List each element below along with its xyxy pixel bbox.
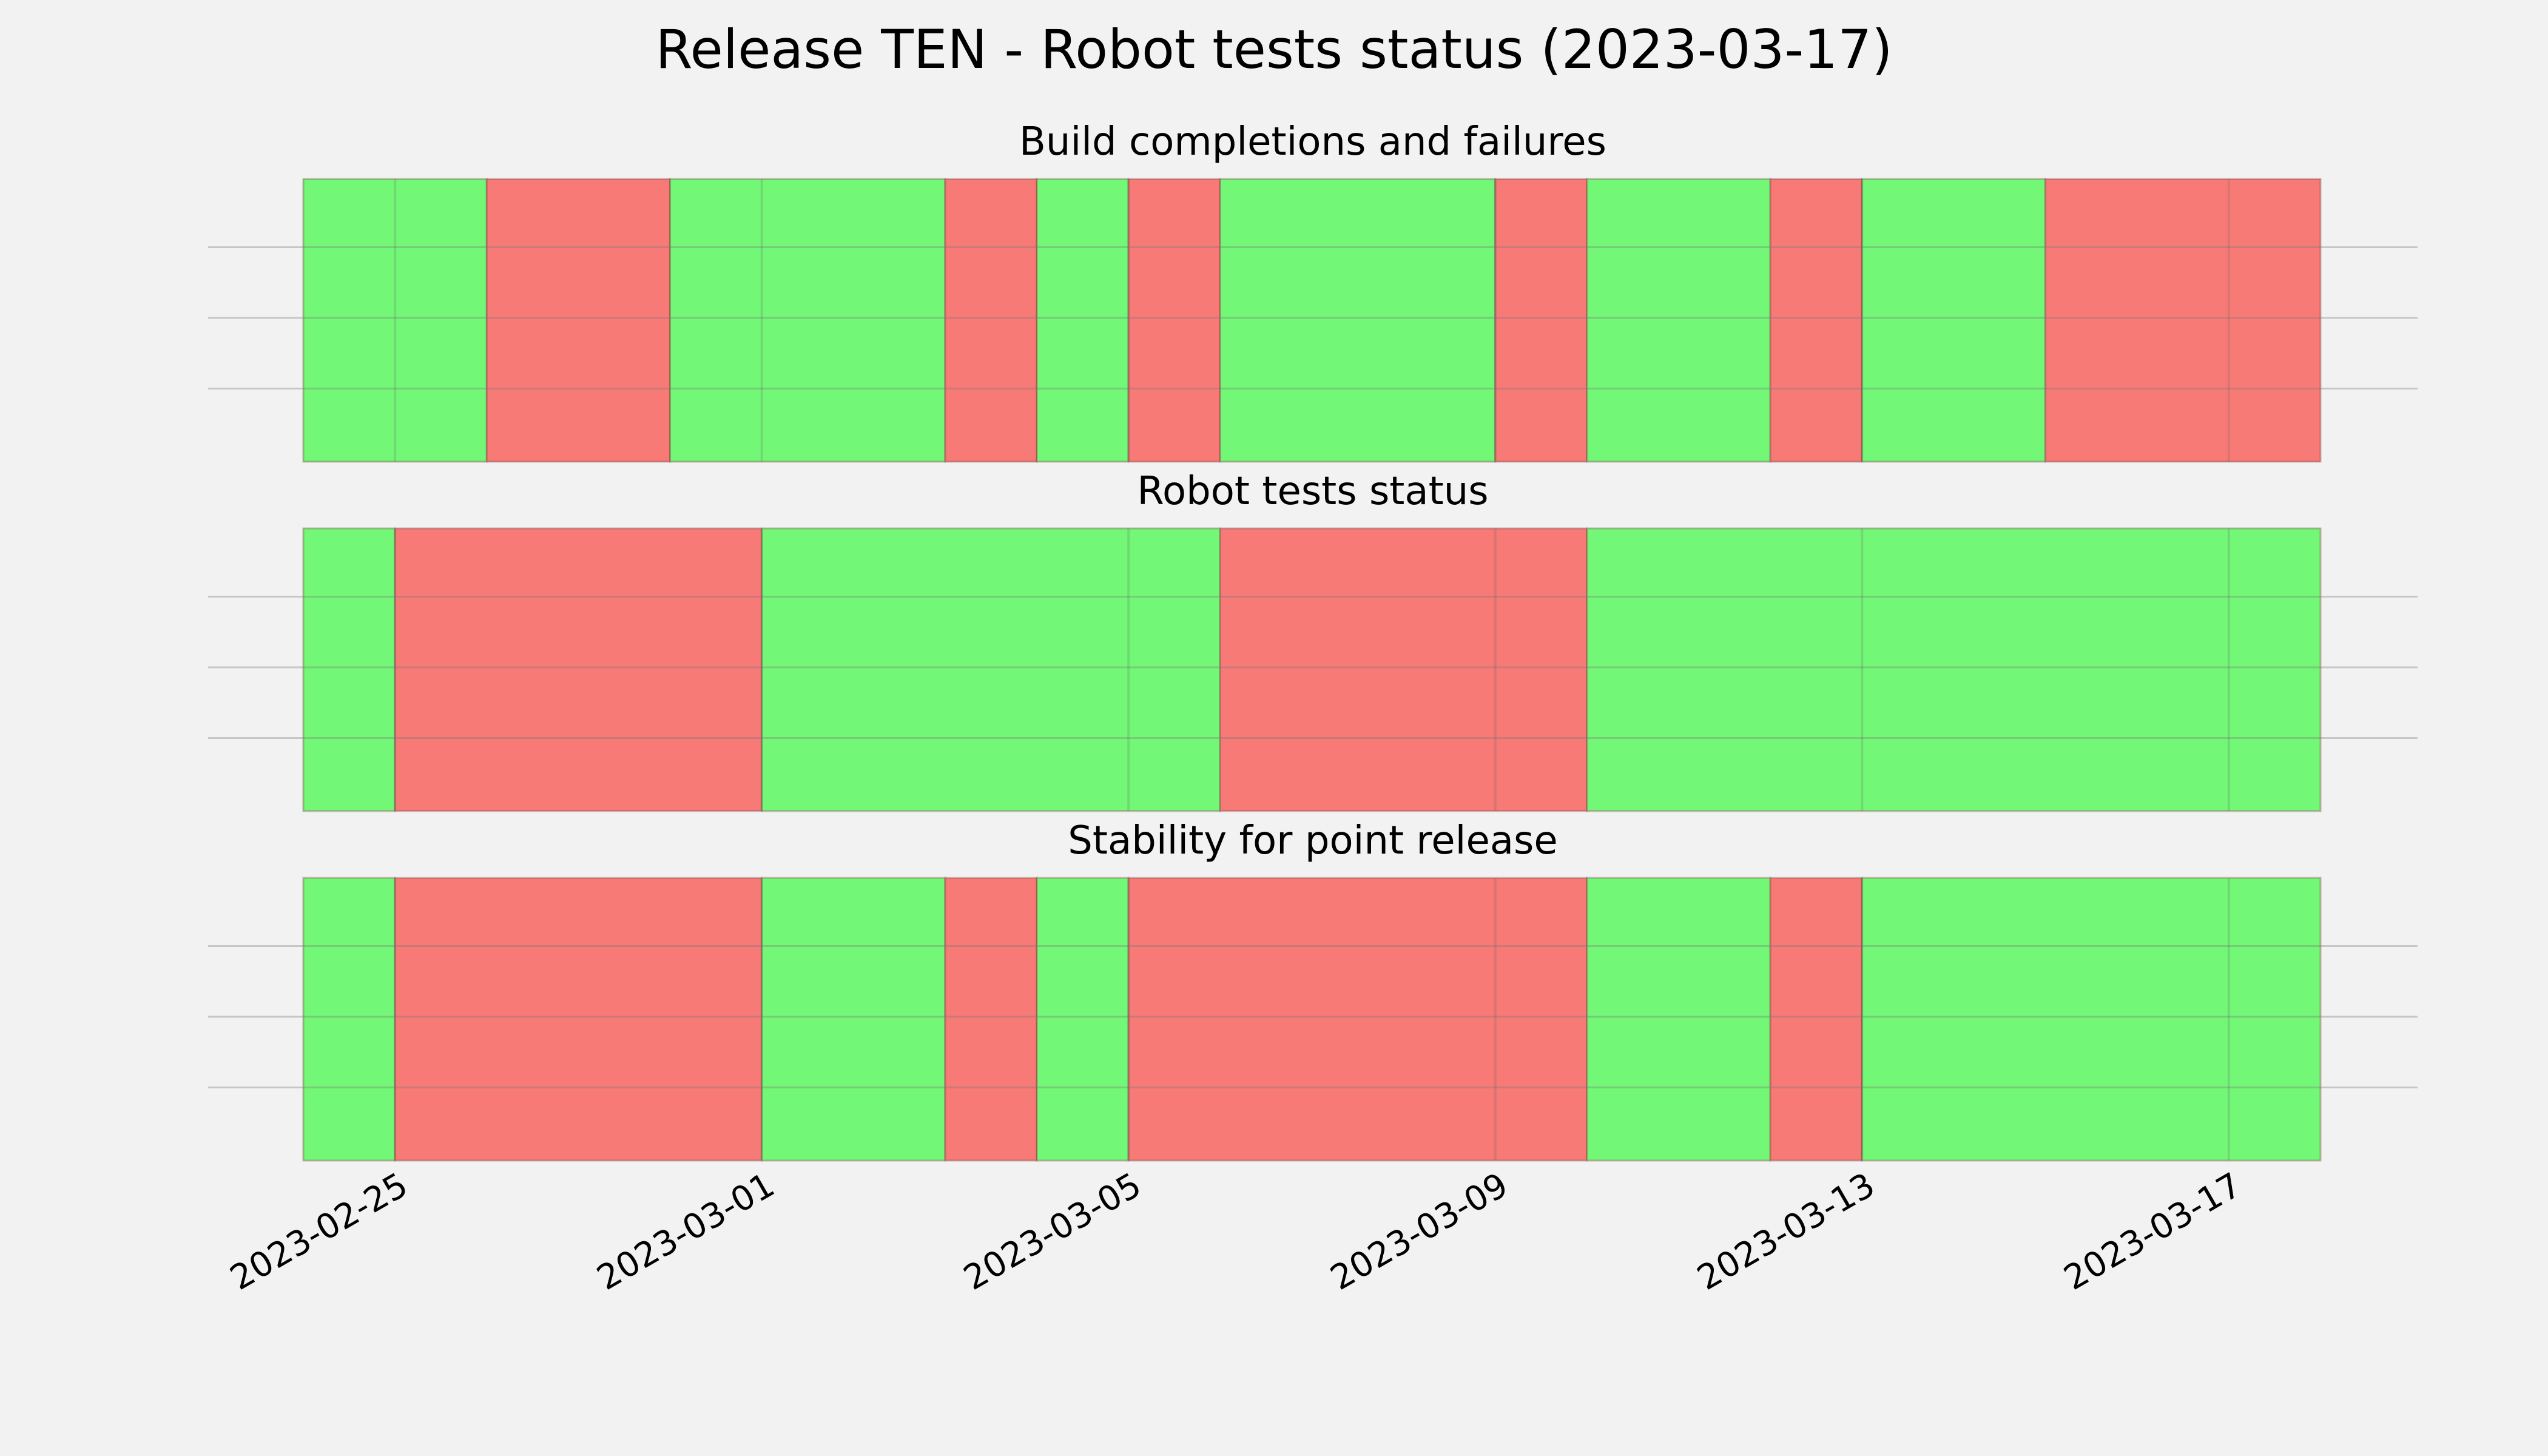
x-tick-label: 2023-03-09 — [1324, 1165, 1514, 1298]
segment-fail — [394, 877, 763, 1162]
segment-pass — [761, 877, 946, 1162]
segment-fail — [2044, 178, 2322, 463]
panel-title: Stability for point release — [1068, 818, 1558, 863]
segment-fail — [394, 527, 763, 812]
segment-pass — [1219, 178, 1497, 463]
panel-1: Build completions and failures — [208, 120, 2418, 463]
segment-pass — [1861, 178, 2047, 463]
segment-fail — [1127, 178, 1221, 463]
x-tick-label: 2023-03-05 — [957, 1165, 1148, 1298]
segment-fail — [944, 877, 1038, 1162]
segment-fail — [1219, 527, 1588, 812]
panel-3: Stability for point release — [208, 818, 2418, 1162]
segment-pass — [761, 527, 1221, 812]
panel-2: Robot tests status — [208, 469, 2418, 812]
segment-pass — [302, 527, 396, 812]
chart-title: Release TEN - Robot tests status (2023-0… — [655, 18, 1892, 81]
x-tick-label: 2023-03-01 — [590, 1165, 781, 1298]
segment-pass — [669, 178, 946, 463]
segment-fail — [1769, 178, 1863, 463]
panel-title: Robot tests status — [1137, 469, 1488, 514]
segment-pass — [1586, 527, 2322, 812]
segment-fail — [1494, 178, 1588, 463]
segment-pass — [1586, 877, 1771, 1162]
segment-pass — [1586, 178, 1771, 463]
segment-fail — [1769, 877, 1863, 1162]
panel-title: Build completions and failures — [1019, 120, 1606, 164]
segment-fail — [485, 178, 672, 463]
x-axis: 2023-02-25 2023-03-01 2023-03-05 2023-03-09… — [224, 1165, 2248, 1298]
segment-pass — [1036, 178, 1130, 463]
segment-pass — [1036, 877, 1130, 1162]
x-tick-label: 2023-03-17 — [2058, 1165, 2248, 1298]
segment-fail — [1127, 877, 1588, 1162]
segment-pass — [1861, 877, 2322, 1162]
x-tick-label: 2023-03-13 — [1691, 1165, 1881, 1298]
segment-pass — [302, 877, 396, 1162]
segment-pass — [302, 178, 488, 463]
x-tick-label: 2023-02-25 — [224, 1165, 414, 1298]
chart-panels: Build completions and failures Robot test… — [208, 120, 2418, 1162]
segment-fail — [944, 178, 1038, 463]
